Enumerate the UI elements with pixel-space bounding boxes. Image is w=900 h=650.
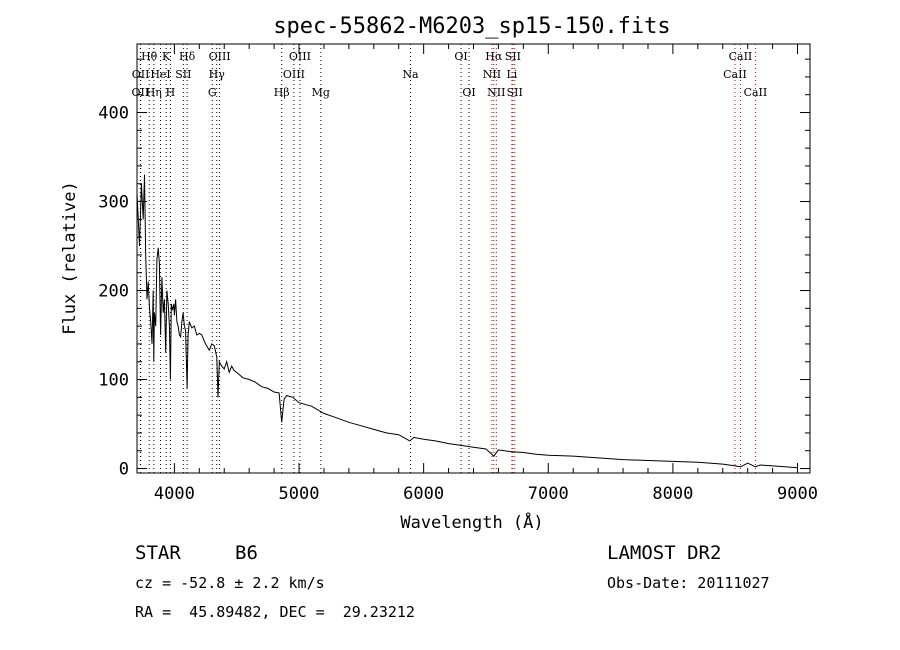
x-tick-label: 9000 [777,484,818,504]
line-label: NII [483,68,501,81]
y-tick-label: 0 [119,460,129,480]
x-axis-label: Wavelength (Å) [400,511,543,533]
line-label: HeI [150,68,170,81]
line-label: Hδ [179,50,196,63]
coordinates: RA = 45.89482, DEC = 29.23212 [135,603,415,621]
line-label: Mg [312,86,330,99]
line-label: CaII [729,50,753,63]
redshift-velocity: cz = -52.8 ± 2.2 km/s [135,574,325,592]
line-label: CaII [723,68,747,81]
survey-name: LAMOST DR2 [607,542,722,564]
line-label: OII [132,86,150,99]
line-label: Na [402,68,419,81]
observation-date: Obs-Date: 20111027 [607,574,770,592]
line-label: OI [454,50,467,63]
x-tick-label: 6000 [403,484,444,504]
line-label: SII [505,50,521,63]
line-label: SII [507,86,523,99]
y-tick-label: 300 [98,193,129,213]
y-tick-label: 400 [98,104,129,124]
y-tick-label: 100 [98,371,129,391]
spectral-line-markers [139,44,756,473]
spectral-line-labels: OII OII Hθ Hη HeI K H SII Hδ G Hγ OIII Hβ OIII OIII Mg N… [132,50,768,99]
line-label: NII [487,86,505,99]
line-label: OIII [209,50,231,63]
line-label: OIII [289,50,311,63]
x-tick-label: 8000 [652,484,693,504]
x-tick-label: 5000 [279,484,320,504]
object-subclass: B6 [235,542,258,564]
line-label: Hγ [209,68,226,81]
chart-title: spec-55862-M6203_sp15-150.fits [273,14,670,39]
object-class: STAR [135,542,181,564]
line-label: G [208,86,217,99]
line-label: Hθ [141,50,158,63]
line-label: OI [462,86,475,99]
y-tick-label: 200 [98,282,129,302]
y-axis-ticks: 0 100 200 300 400 [98,58,810,480]
line-label: Hα [485,50,503,63]
line-label: K [162,50,171,63]
x-tick-label: 7000 [528,484,569,504]
line-label: SII [175,68,191,81]
spectrum-series-line [136,174,798,469]
x-tick-label: 4000 [154,484,195,504]
plot-frame [136,43,811,474]
line-label: Hη [146,86,162,99]
line-label: Li [506,68,517,81]
line-label: CaII [744,86,768,99]
line-label: OII [132,68,150,81]
line-label: OIII [283,68,305,81]
x-axis-ticks: 4000 5000 6000 7000 8000 9000 [154,44,818,504]
line-label: Hβ [274,86,290,99]
y-axis-label: Flux (relative) [60,181,80,335]
line-label: H [166,86,176,99]
